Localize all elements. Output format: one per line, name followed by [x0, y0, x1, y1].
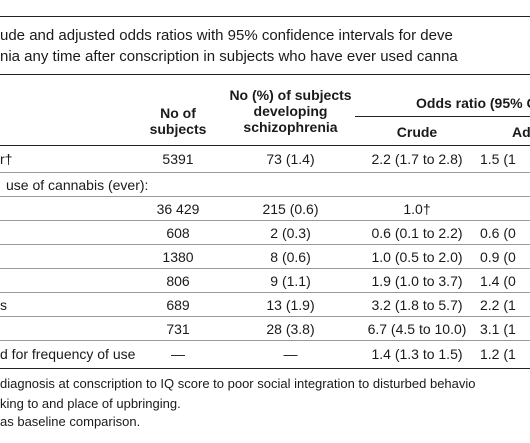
- row-n: 731: [166, 321, 190, 337]
- row-developing: 8 (0.6): [270, 249, 311, 265]
- row-adjusted: 1.5 (1: [480, 151, 516, 167]
- row-divider: [0, 292, 530, 293]
- row-developing: —: [283, 346, 298, 362]
- row-crude: 6.7 (4.5 to 10.0): [367, 321, 467, 337]
- row-divider: [0, 244, 530, 245]
- table-caption-line-2: nia any time after conscription in subje…: [0, 48, 458, 65]
- row-developing: 9 (1.1): [270, 273, 311, 289]
- header-crude: Crude: [396, 124, 438, 140]
- row-developing: 13 (1.9): [266, 297, 315, 313]
- row-divider: [0, 172, 530, 173]
- row-label: s: [0, 297, 7, 313]
- top-rule: [0, 16, 530, 17]
- row-crude: 1.0 (0.5 to 2.0): [371, 249, 463, 265]
- header-no-developing: No (%) of subjects developing schizophre…: [229, 87, 352, 135]
- row-crude: 1.9 (1.0 to 3.7): [371, 273, 463, 289]
- caption-rule: [0, 74, 530, 75]
- row-divider: [0, 316, 530, 317]
- row-n: 689: [166, 297, 190, 313]
- header-rule: [0, 145, 530, 146]
- row-label: d for frequency of use: [0, 346, 136, 362]
- row-crude: 1.4 (1.3 to 1.5): [371, 346, 463, 362]
- header-odds-ratio: Odds ratio (95% C: [416, 95, 530, 111]
- row-adjusted: 3.1 (1: [480, 321, 516, 337]
- row-developing: 215 (0.6): [262, 201, 319, 217]
- row-divider: [0, 196, 530, 197]
- row-crude: 1.0†: [403, 201, 431, 217]
- row-label: r†: [0, 151, 13, 167]
- odds-ratio-subrule: [355, 116, 530, 117]
- row-adjusted: 0.9 (0: [480, 249, 516, 265]
- row-n: 806: [166, 273, 190, 289]
- row-divider: [0, 268, 530, 269]
- row-n: 1380: [162, 249, 194, 265]
- table-caption-line-1: ude and adjusted odds ratios with 95% co…: [0, 27, 453, 44]
- row-crude: 0.6 (0.1 to 2.2): [371, 225, 463, 241]
- row-developing: 2 (0.3): [270, 225, 311, 241]
- row-divider: [0, 340, 530, 341]
- row-n: 36 429: [156, 201, 200, 217]
- row-adjusted: 0.6 (0: [480, 225, 516, 241]
- row-adjusted: 1.2 (1: [480, 346, 516, 362]
- row-adjusted: 2.2 (1: [480, 297, 516, 313]
- bottom-rule: [0, 368, 530, 369]
- row-label-section: use of cannabis (ever):: [6, 177, 149, 193]
- row-n: 5391: [162, 151, 194, 167]
- row-developing: 28 (3.8): [266, 321, 315, 337]
- row-divider: [0, 220, 530, 221]
- row-developing: 73 (1.4): [266, 151, 315, 167]
- row-adjusted: 1.4 (0: [480, 273, 516, 289]
- row-crude: 2.2 (1.7 to 2.8): [371, 151, 463, 167]
- row-crude: 3.2 (1.8 to 5.7): [371, 297, 463, 313]
- footnote-line-3: as baseline comparison.: [0, 414, 141, 429]
- row-n: 608: [166, 225, 190, 241]
- footnote-line-2: king to and place of upbringing.: [0, 396, 181, 411]
- header-adjusted: Ad: [512, 124, 530, 140]
- row-n: —: [171, 346, 185, 362]
- header-no-subjects: No of subjects: [149, 105, 207, 137]
- footnote-line-1: diagnosis at conscription to IQ score to…: [0, 376, 476, 391]
